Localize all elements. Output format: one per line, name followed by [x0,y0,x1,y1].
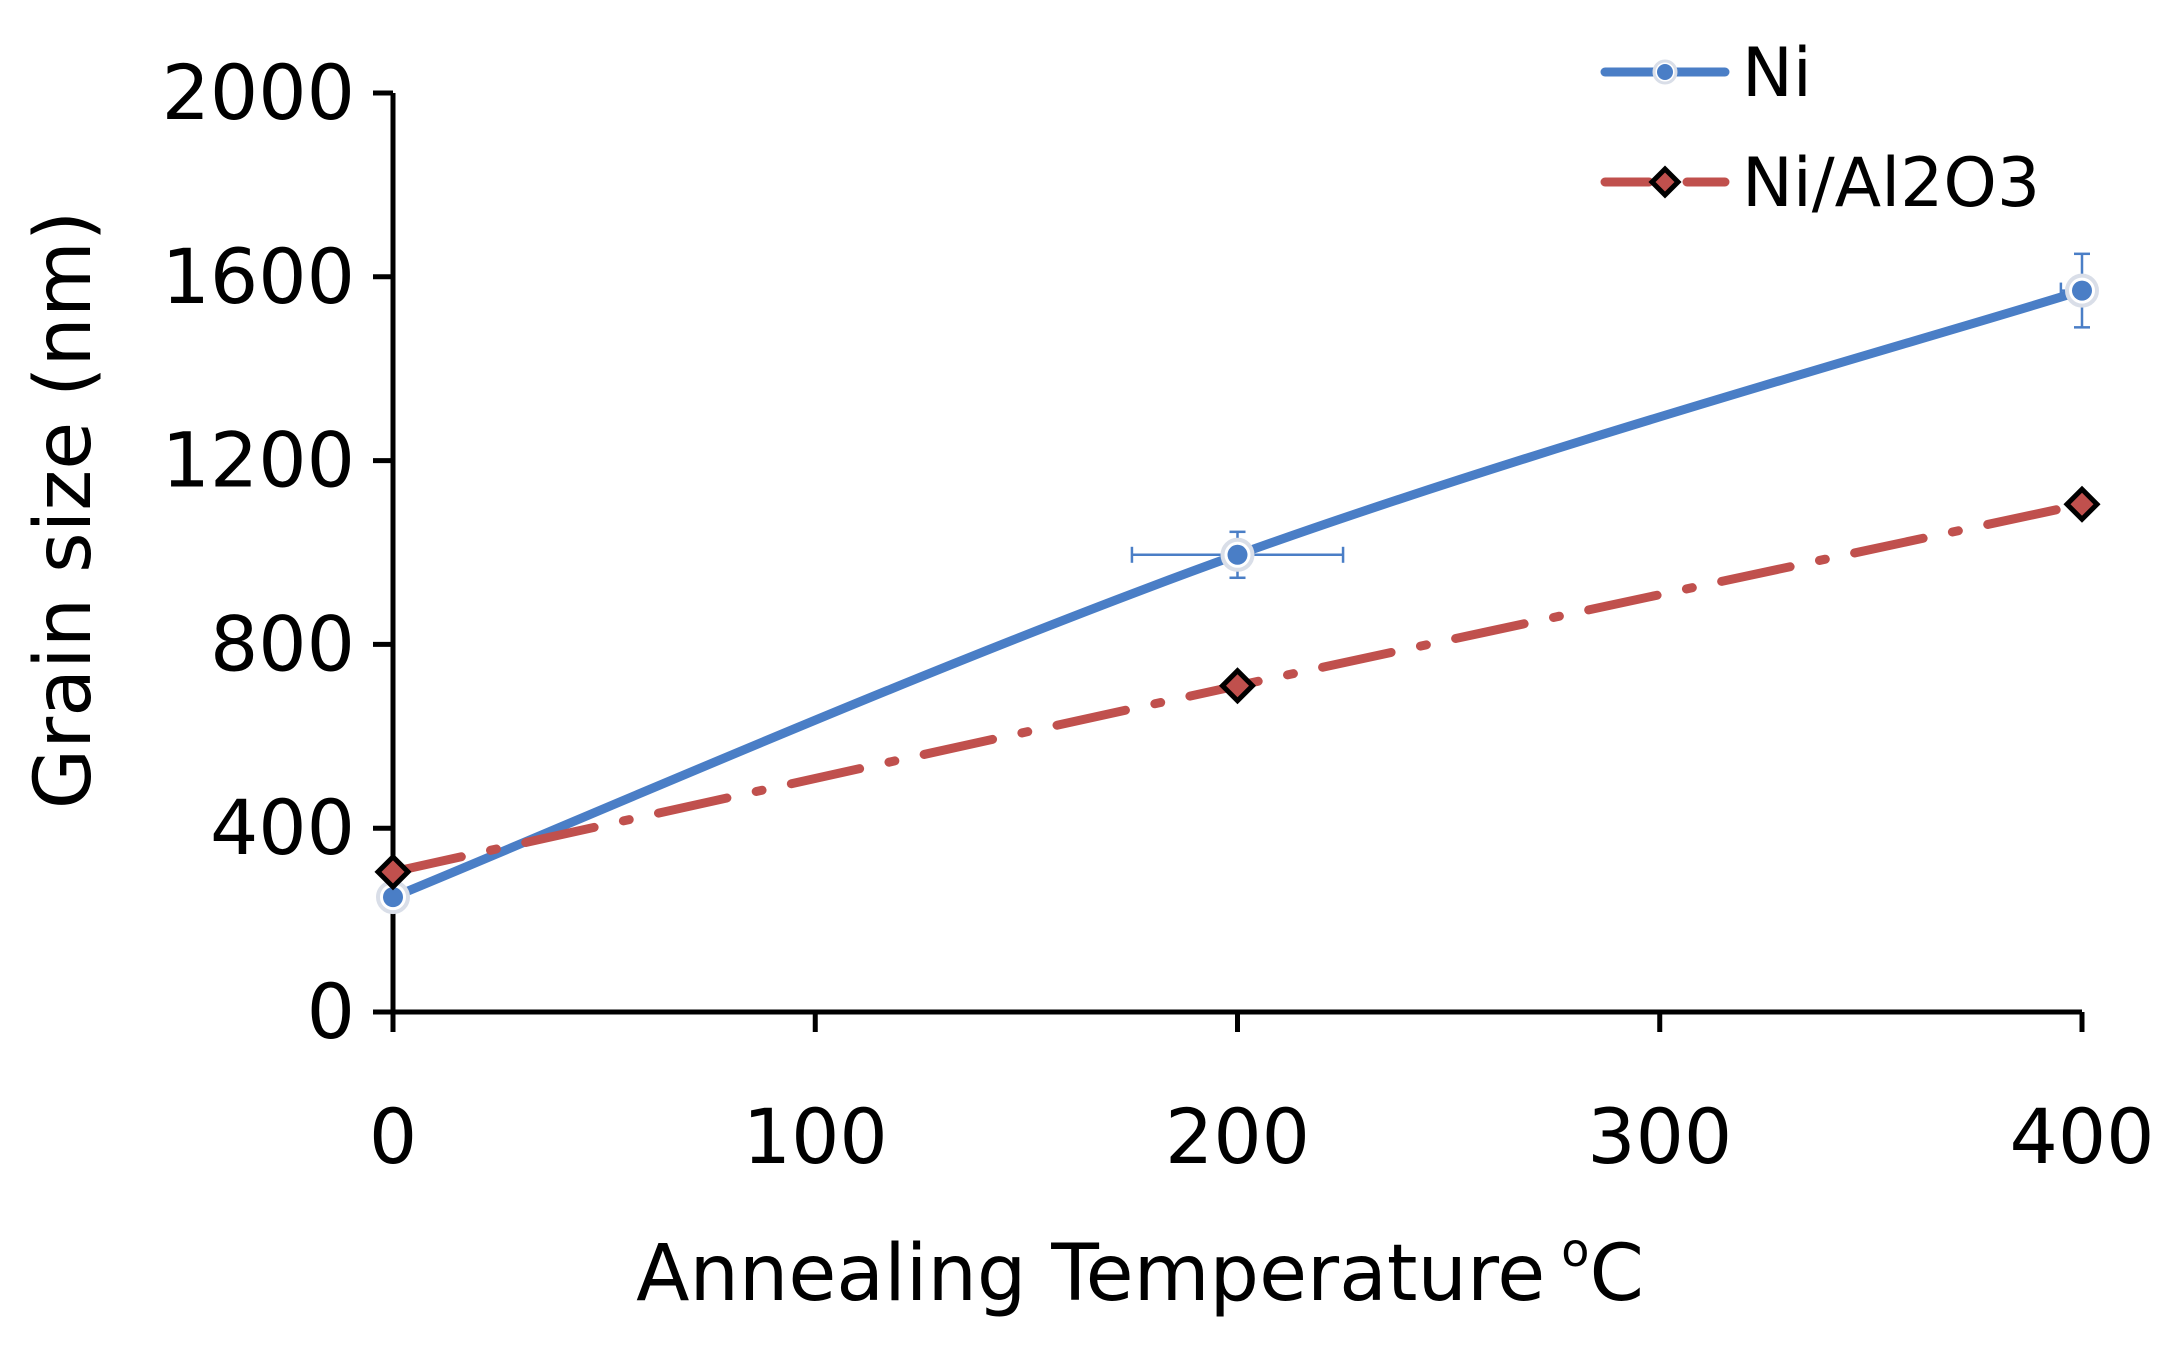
y-tick-label: 2000 [162,48,355,137]
legend-item-ni: Ni [1600,34,1812,113]
legend-marker [1657,64,1673,80]
series-layer [374,252,2101,915]
legend: Ni Ni/Al2O3 [1600,34,2040,223]
data-point [1218,667,1257,705]
x-axis-title-main: Annealing Temperature [636,1229,1545,1319]
data-point [2072,280,2092,301]
legend-marker [1648,165,1682,199]
data-point [2063,485,2101,523]
y-axis-title: Grain size (nm) [19,211,109,810]
series-ni [376,252,2099,915]
legend-item-ni-al2o3: Ni/Al2O3 [1600,144,2040,223]
data-point [1227,544,1248,565]
y-tick-label: 1600 [162,232,355,321]
legend-label: Ni [1742,34,1812,113]
x-tick-label: 400 [2009,1092,2154,1181]
series-ni-al2o3 [374,485,2101,891]
y-tick-label: 800 [210,599,355,688]
y-tick-label: 400 [210,783,355,872]
tick-labels: 0 400 800 1200 1600 2000 0 100 200 300 400 [162,48,2155,1181]
series-line [388,286,2087,902]
x-axis-title: Annealing Temperature oC [636,1223,1644,1319]
data-point [374,853,412,891]
y-tick-label: 0 [307,967,355,1056]
x-tick-label: 300 [1587,1092,1732,1181]
x-tick-label: 200 [1165,1092,1310,1181]
legend-label: Ni/Al2O3 [1742,144,2040,223]
x-tick-label: 100 [743,1092,888,1181]
x-tick-label: 0 [369,1092,417,1181]
x-axis-title-degree: o [1561,1223,1589,1277]
data-point [383,887,403,908]
y-tick-label: 1200 [162,416,355,505]
x-axis-title-unit: C [1589,1229,1643,1319]
